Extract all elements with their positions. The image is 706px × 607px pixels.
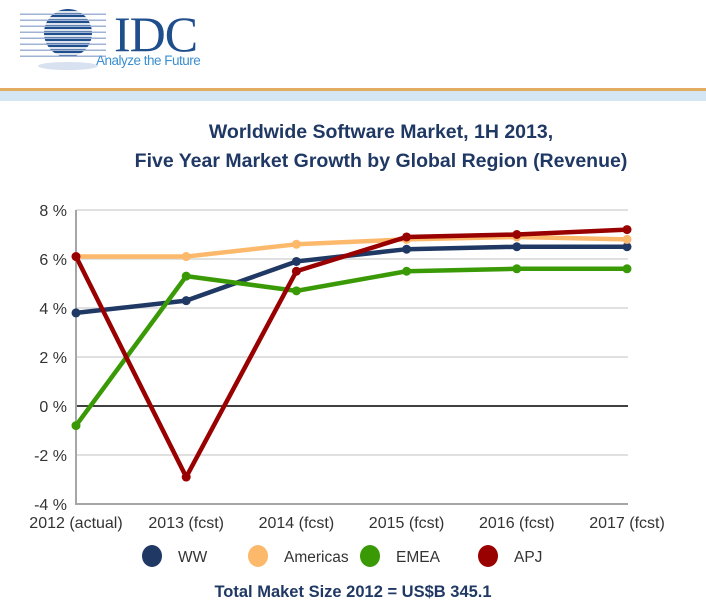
legend-item-americas: Americas [248, 545, 349, 567]
data-point [512, 230, 522, 239]
data-point [622, 225, 632, 235]
legend-label: WW [178, 549, 208, 566]
y-tick-label: -2 % [34, 448, 67, 465]
data-point [71, 252, 81, 262]
header-rule-orange [0, 88, 706, 91]
legend-marker [142, 545, 162, 567]
x-tick-label: 2012 (actual) [29, 515, 122, 532]
data-point [181, 296, 191, 306]
y-tick-label: 6 % [39, 252, 67, 269]
total-market-size: Total Maket Size 2012 = US$B 345.1 [214, 583, 492, 601]
header-band-blue [0, 91, 706, 101]
data-point [181, 472, 191, 482]
striped-globe-icon [20, 9, 106, 70]
x-tick-label: 2016 (fcst) [479, 515, 555, 532]
y-tick-label: 8 % [39, 203, 67, 220]
data-point [402, 266, 412, 276]
data-point [291, 266, 301, 276]
data-point [291, 286, 301, 296]
data-point [181, 271, 191, 281]
legend-item-apj: APJ [478, 545, 542, 567]
data-point [512, 264, 522, 274]
data-point [71, 308, 81, 318]
legend-marker [478, 545, 498, 567]
series-line [74, 266, 627, 427]
y-tick-label: 2 % [39, 350, 67, 367]
logo-wordmark: IDC [114, 6, 198, 62]
data-point [622, 264, 632, 274]
legend-item-emea: EMEA [360, 545, 441, 567]
data-point [622, 234, 632, 244]
data-point [512, 242, 522, 252]
data-point [622, 242, 632, 252]
y-tick-label: 4 % [39, 301, 67, 318]
data-point [291, 239, 301, 249]
chart-title-line-1: Worldwide Software Market, 1H 2013, [208, 121, 554, 143]
x-tick-label: 2017 (fcst) [589, 515, 665, 532]
legend-label: Americas [284, 549, 349, 566]
series-line [76, 234, 628, 259]
series-apj [71, 225, 632, 482]
legend-label: APJ [514, 549, 542, 566]
logo-tagline: Analyze the Future [96, 53, 201, 68]
x-tick-label: 2013 (fcst) [148, 515, 224, 532]
data-point [71, 421, 81, 431]
series-line [73, 227, 628, 480]
data-point [402, 244, 412, 254]
data-point [291, 256, 301, 266]
legend-label: EMEA [396, 549, 441, 566]
data-point [181, 252, 191, 262]
legend-marker [248, 545, 268, 567]
chart-title-line-2: Five Year Market Growth by Global Region… [134, 150, 628, 172]
chart-title: Worldwide Software Market, 1H 2013, Five… [0, 118, 706, 176]
series-emea [71, 264, 632, 431]
x-tick-label: 2015 (fcst) [369, 515, 445, 532]
data-point [402, 232, 412, 242]
y-tick-label: -4 % [34, 497, 67, 514]
x-tick-label: 2014 (fcst) [259, 515, 335, 532]
y-tick-label: 0 % [39, 399, 67, 416]
idc-logo: IDC Analyze the Future [18, 6, 218, 76]
legend-marker [360, 545, 380, 567]
legend-item-ww: WW [142, 545, 208, 567]
